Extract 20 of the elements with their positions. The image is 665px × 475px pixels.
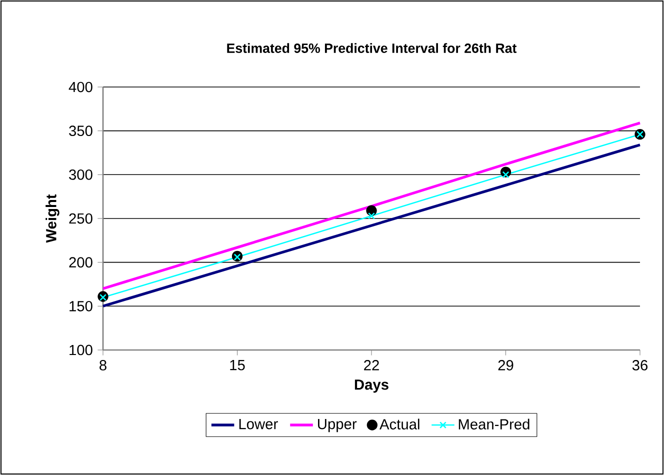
y-tick-label: 400 — [68, 82, 92, 92]
legend-label: Mean-Pred — [458, 418, 530, 430]
y-tick-label: 150 — [70, 300, 92, 312]
x-tick-label: 29 — [498, 360, 514, 370]
legend-label: Actual — [380, 418, 420, 430]
y-tick-label: 100 — [70, 344, 92, 356]
x-tick-label: 36 — [632, 360, 648, 370]
point — [368, 212, 375, 220]
legend-label: Lower — [239, 418, 278, 430]
y-tick-label: 250 — [69, 213, 92, 224]
chart-title: Estimated 95% Predictive Interval for 26th Rat — [227, 43, 517, 53]
y-tick-label: 300 — [69, 169, 92, 180]
y-tick-label: 200 — [69, 257, 92, 268]
x-tick-label: 22 — [364, 360, 379, 370]
legend-label: Upper — [318, 418, 357, 432]
y-tick-label: 350 — [69, 126, 92, 136]
x-tick-label: 8 — [100, 360, 106, 370]
x-tick-label: 15 — [230, 360, 245, 370]
y-axis-title: Weight — [46, 194, 60, 243]
x-axis-title: Days — [354, 380, 388, 393]
